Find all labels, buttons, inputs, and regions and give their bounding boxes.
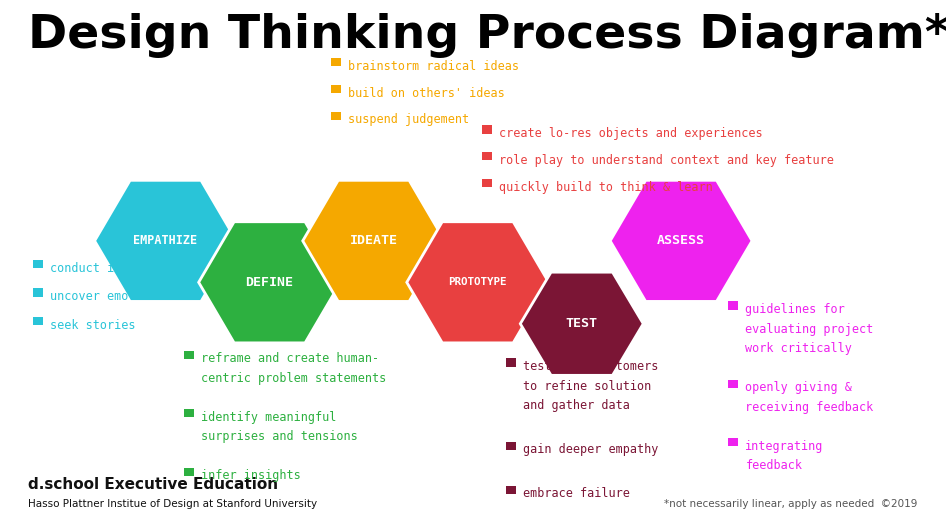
- Bar: [728, 301, 738, 310]
- Text: gain deeper empathy: gain deeper empathy: [523, 443, 658, 456]
- Text: test with customers: test with customers: [523, 360, 658, 373]
- Text: identify meaningful: identify meaningful: [201, 411, 337, 424]
- Text: evaluating project: evaluating project: [745, 323, 874, 336]
- Text: IDEATE: IDEATE: [350, 234, 397, 248]
- Bar: [33, 260, 43, 268]
- Polygon shape: [520, 272, 643, 376]
- Bar: [331, 112, 341, 120]
- Polygon shape: [199, 222, 341, 343]
- Text: integrating: integrating: [745, 440, 824, 453]
- Text: d.school Executive Education: d.school Executive Education: [28, 477, 278, 492]
- Polygon shape: [407, 222, 549, 343]
- Text: openly giving &: openly giving &: [745, 381, 852, 394]
- Text: surprises and tensions: surprises and tensions: [201, 430, 359, 443]
- Bar: [331, 58, 341, 66]
- Text: feedback: feedback: [745, 459, 802, 472]
- Polygon shape: [95, 180, 236, 301]
- Bar: [506, 442, 516, 450]
- Text: and gather data: and gather data: [523, 399, 630, 412]
- Text: reframe and create human-: reframe and create human-: [201, 352, 379, 365]
- Bar: [33, 289, 43, 297]
- Text: suspend judgement: suspend judgement: [348, 113, 469, 126]
- Text: conduct interviews: conduct interviews: [50, 262, 179, 275]
- Bar: [184, 468, 194, 476]
- Text: uncover emotions: uncover emotions: [50, 290, 165, 303]
- Text: Design Thinking Process Diagram*: Design Thinking Process Diagram*: [28, 13, 946, 58]
- Bar: [728, 438, 738, 447]
- Bar: [728, 380, 738, 388]
- Bar: [482, 125, 492, 134]
- Polygon shape: [610, 180, 752, 301]
- Text: receiving feedback: receiving feedback: [745, 401, 874, 414]
- Text: build on others' ideas: build on others' ideas: [348, 87, 505, 99]
- Bar: [331, 85, 341, 93]
- Text: EMPATHIZE: EMPATHIZE: [133, 234, 198, 248]
- Text: Hasso Plattner Institue of Design at Stanford University: Hasso Plattner Institue of Design at Sta…: [28, 499, 318, 509]
- Text: work critically: work critically: [745, 342, 852, 355]
- Bar: [33, 317, 43, 325]
- Text: TEST: TEST: [566, 317, 598, 330]
- Bar: [482, 179, 492, 188]
- Text: to refine solution: to refine solution: [523, 380, 652, 393]
- Text: DEFINE: DEFINE: [246, 276, 293, 289]
- Text: brainstorm radical ideas: brainstorm radical ideas: [348, 60, 519, 73]
- Text: guidelines for: guidelines for: [745, 303, 845, 316]
- Bar: [482, 152, 492, 161]
- Polygon shape: [303, 180, 445, 301]
- Text: create lo-res objects and experiences: create lo-res objects and experiences: [499, 127, 763, 140]
- Bar: [184, 351, 194, 359]
- Text: quickly build to think & learn: quickly build to think & learn: [499, 181, 713, 194]
- Text: role play to understand context and key feature: role play to understand context and key …: [499, 154, 834, 167]
- Text: infer insights: infer insights: [201, 469, 301, 482]
- Text: embrace failure: embrace failure: [523, 487, 630, 500]
- Text: *not necessarily linear, apply as needed  ©2019: *not necessarily linear, apply as needed…: [664, 499, 918, 509]
- Text: ASSESS: ASSESS: [657, 234, 705, 248]
- Text: PROTOTYPE: PROTOTYPE: [448, 277, 507, 287]
- Text: seek stories: seek stories: [50, 319, 135, 332]
- Bar: [184, 409, 194, 418]
- Bar: [506, 486, 516, 494]
- Text: centric problem statements: centric problem statements: [201, 372, 387, 385]
- Bar: [506, 358, 516, 367]
